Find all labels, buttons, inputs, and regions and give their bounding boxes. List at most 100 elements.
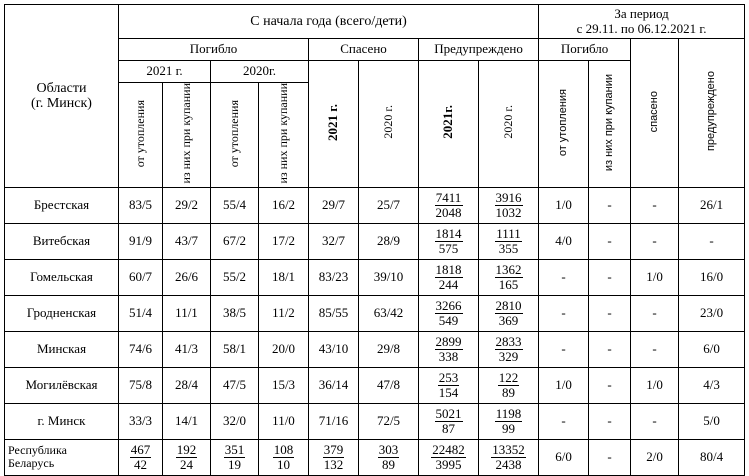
cell-prevented-2021: 3266 549 <box>418 294 479 332</box>
total-period-bathing: - <box>588 438 632 476</box>
cell-rescued-2020: 47/8 <box>358 366 419 404</box>
died-2021-header: 2021 г. <box>118 60 211 83</box>
cell-rescued-2020: 28/9 <box>358 222 419 260</box>
cell-prevented-2020: 1111 355 <box>477 222 540 260</box>
cell-bathing-2021: 29/2 <box>162 186 211 224</box>
table-row: Минская 74/6 41/3 58/1 20/0 43/10 29/8 2899 338 2… <box>4 330 746 368</box>
died-header: Погибло <box>118 38 309 61</box>
cell-died-2021: 75/8 <box>118 366 163 404</box>
regions-header: Области (г. Минск) <box>4 4 119 188</box>
cell-period-died: 1/0 <box>538 366 590 404</box>
drowning-statistics-table: Области (г. Минск) С начала года (всего/… <box>4 4 746 476</box>
cell-prevented-2020: 1198 99 <box>477 402 540 440</box>
total-bathing-2021: 192 24 <box>162 438 211 476</box>
cell-period-bathing: - <box>588 330 632 368</box>
cell-died-2020: 58/1 <box>210 330 259 368</box>
period-header: За период с 29.11. по 06.12.2021 г. <box>538 4 746 39</box>
cell-died-2021: 60/7 <box>118 258 163 296</box>
cell-period-bathing: - <box>588 258 632 296</box>
cell-rescued-2021: 43/10 <box>308 330 359 368</box>
total-rescued-2021: 379 132 <box>308 438 359 476</box>
table-row: г. Минск 33/3 14/1 32/0 11/0 71/16 72/5 5021 87 1… <box>4 402 746 440</box>
cell-period-rescued: - <box>630 330 680 368</box>
prevented-2020-header: 2020 г. <box>477 60 540 188</box>
cell-rescued-2020: 63/42 <box>358 294 419 332</box>
total-bathing-2020: 108 10 <box>258 438 309 476</box>
total-period-prevented: 80/4 <box>678 438 746 476</box>
cell-bathing-2020: 15/3 <box>258 366 309 404</box>
total-label: Республика Беларусь <box>4 438 119 476</box>
cell-period-died: - <box>538 294 590 332</box>
cell-prevented-2021: 1814 575 <box>418 222 479 260</box>
cell-died-2021: 83/5 <box>118 186 163 224</box>
drowning-2020-header: от утопления <box>210 82 259 188</box>
cell-prevented-2020: 122 89 <box>477 366 540 404</box>
cell-bathing-2021: 11/1 <box>162 294 211 332</box>
rescued-header: Спасено <box>308 38 419 61</box>
total-row: Республика Беларусь 467 42 192 24 351 19 10… <box>4 438 746 476</box>
rescued-2021-header: 2021 г. <box>308 60 359 188</box>
cell-prevented-2021: 2899 338 <box>418 330 479 368</box>
cell-bathing-2020: 17/2 <box>258 222 309 260</box>
bathing-2021-header: из них при купании <box>162 82 211 188</box>
cell-prevented-2021: 1818 244 <box>418 258 479 296</box>
cell-prevented-2020: 2833 329 <box>477 330 540 368</box>
period-died-header: Погибло <box>538 38 632 61</box>
cell-bathing-2021: 26/6 <box>162 258 211 296</box>
table-row: Гомельская 60/7 26/6 55/2 18/1 83/23 39/10 1818… <box>4 258 746 296</box>
period-drowning-header: от утопления <box>538 60 590 188</box>
total-died-2021: 467 42 <box>118 438 163 476</box>
cell-period-prevented: 6/0 <box>678 330 746 368</box>
period-rescued-header: спасено <box>630 38 680 188</box>
cell-period-died: - <box>538 402 590 440</box>
cell-died-2020: 55/4 <box>210 186 259 224</box>
cell-period-rescued: 1/0 <box>630 258 680 296</box>
region-name: Брестская <box>4 186 119 224</box>
cell-period-bathing: - <box>588 222 632 260</box>
total-rescued-2020: 303 89 <box>358 438 419 476</box>
cell-bathing-2020: 16/2 <box>258 186 309 224</box>
cell-prevented-2020: 1362 165 <box>477 258 540 296</box>
total-died-2020: 351 19 <box>210 438 259 476</box>
cell-period-rescued: 1/0 <box>630 366 680 404</box>
cell-period-died: - <box>538 330 590 368</box>
cell-period-rescued: - <box>630 186 680 224</box>
period-prevented-header: предупреждено <box>678 38 746 188</box>
region-name: Могилёвская <box>4 366 119 404</box>
cell-prevented-2021: 253 154 <box>418 366 479 404</box>
cell-period-bathing: - <box>588 366 632 404</box>
cell-died-2021: 51/4 <box>118 294 163 332</box>
cell-period-bathing: - <box>588 186 632 224</box>
total-prevented-2021: 22482 3995 <box>418 438 479 476</box>
cell-died-2021: 74/6 <box>118 330 163 368</box>
cell-period-bathing: - <box>588 294 632 332</box>
cell-bathing-2020: 11/2 <box>258 294 309 332</box>
cell-bathing-2021: 14/1 <box>162 402 211 440</box>
cell-rescued-2021: 32/7 <box>308 222 359 260</box>
total-prevented-2020: 13352 2438 <box>477 438 540 476</box>
cell-period-prevented: 26/1 <box>678 186 746 224</box>
cell-rescued-2021: 36/14 <box>308 366 359 404</box>
cell-period-bathing: - <box>588 402 632 440</box>
cell-died-2021: 33/3 <box>118 402 163 440</box>
rescued-2020-header: 2020 г. <box>358 60 419 188</box>
table-row: Витебская 91/9 43/7 67/2 17/2 32/7 28/9 1814 575… <box>4 222 746 260</box>
cell-bathing-2021: 43/7 <box>162 222 211 260</box>
cell-bathing-2021: 28/4 <box>162 366 211 404</box>
cell-prevented-2020: 2810 369 <box>477 294 540 332</box>
cell-period-prevented: 23/0 <box>678 294 746 332</box>
region-name: Гомельская <box>4 258 119 296</box>
total-period-rescued: 2/0 <box>630 438 680 476</box>
drowning-2021-header: от утопления <box>118 82 163 188</box>
cell-died-2020: 55/2 <box>210 258 259 296</box>
died-2020-header: 2020г. <box>210 60 309 83</box>
region-name: Гродненская <box>4 294 119 332</box>
prevented-2021-header: 2021г. <box>418 60 479 188</box>
total-period-died: 6/0 <box>538 438 590 476</box>
cell-period-prevented: 16/0 <box>678 258 746 296</box>
cell-period-died: - <box>538 258 590 296</box>
period-bathing-header: из них при купании <box>588 60 632 188</box>
bathing-2020-header: из них при купании <box>258 82 309 188</box>
cell-prevented-2021: 7411 2048 <box>418 186 479 224</box>
